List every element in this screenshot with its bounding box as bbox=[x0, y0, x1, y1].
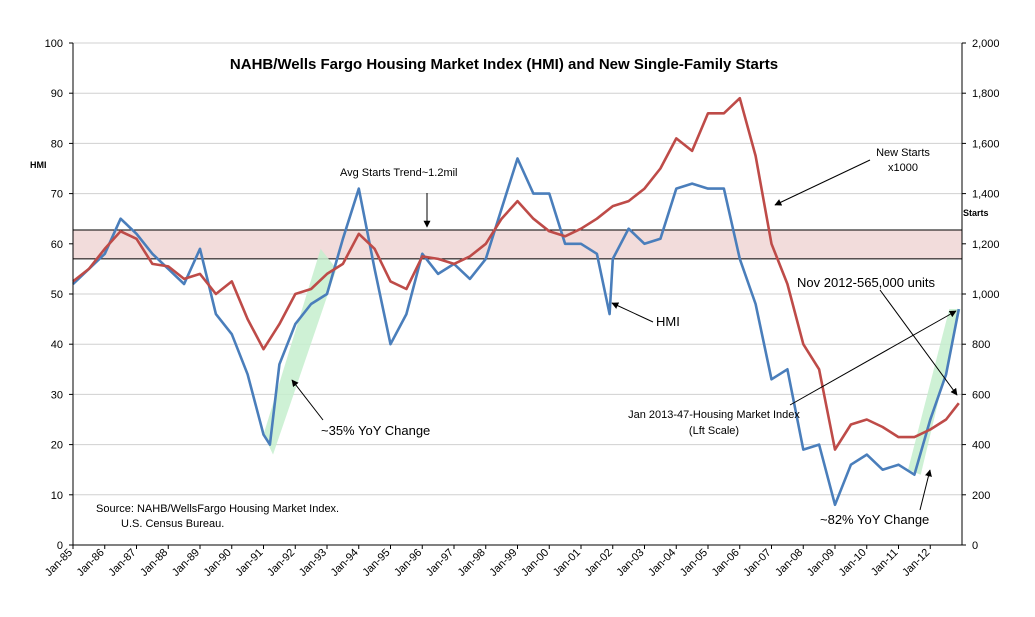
right-tick-label-2: 400 bbox=[972, 440, 990, 452]
x-tick-label-12: Jan-97 bbox=[424, 547, 456, 579]
x-tick-label-9: Jan-94 bbox=[329, 547, 361, 579]
new-starts-arrow bbox=[774, 159, 871, 206]
x-tick-label-23: Jan-08 bbox=[773, 547, 805, 579]
left-tick-label-8: 80 bbox=[51, 138, 63, 150]
annotations bbox=[291, 159, 958, 511]
right-tick-label-3: 600 bbox=[972, 389, 990, 401]
right-tick-label-5: 1,000 bbox=[972, 289, 1000, 301]
right-tick-label-1: 200 bbox=[972, 490, 990, 502]
x-tick-label-15: Jan-00 bbox=[519, 547, 551, 579]
x-tick-label-26: Jan-11 bbox=[869, 547, 901, 579]
x-tick-label-20: Jan-05 bbox=[678, 547, 710, 579]
jan-2013-label-line2: (Lft Scale) bbox=[689, 425, 739, 437]
chart-title: NAHB/Wells Fargo Housing Market Index (H… bbox=[230, 56, 778, 73]
right-tick-label-10: 2,000 bbox=[972, 38, 1000, 50]
nov-2012-arrow bbox=[879, 289, 958, 396]
yoy-35-arrow bbox=[291, 379, 324, 421]
left-tick-label-9: 90 bbox=[51, 88, 63, 100]
x-tick-label-6: Jan-91 bbox=[233, 547, 265, 579]
hmi-arrow bbox=[611, 302, 654, 323]
right-tick-label-6: 1,200 bbox=[972, 239, 1000, 251]
avg-starts-band bbox=[72, 229, 963, 260]
right-tick-label-7: 1,400 bbox=[972, 189, 1000, 201]
x-tick-label-27: Jan-12 bbox=[900, 547, 932, 579]
left-tick-label-6: 60 bbox=[51, 239, 63, 251]
x-tick-label-11: Jan-96 bbox=[392, 547, 424, 579]
tick-labels: 0 10 20 30 40 50 60 70 80 90 100 0 200 400 600 800 1,000… bbox=[43, 38, 1000, 579]
hmi-label: HMI bbox=[656, 314, 680, 329]
left-tick-label-3: 30 bbox=[51, 389, 63, 401]
x-tick-label-22: Jan-07 bbox=[741, 547, 773, 579]
left-tick-label-1: 10 bbox=[51, 490, 63, 502]
x-tick-label-7: Jan-92 bbox=[265, 547, 297, 579]
source-line1: Source: NAHB/WellsFargo Housing Market I… bbox=[96, 503, 339, 515]
right-axis-label: Starts bbox=[963, 208, 989, 218]
source-line2: U.S. Census Bureau. bbox=[121, 518, 224, 530]
jan-2013-arrow bbox=[789, 310, 957, 406]
x-tick-label-19: Jan-04 bbox=[646, 547, 678, 579]
series-lines bbox=[72, 96, 961, 507]
x-tick-label-24: Jan-09 bbox=[805, 547, 837, 579]
x-tick-label-1: Jan-86 bbox=[75, 547, 107, 579]
x-tick-label-17: Jan-02 bbox=[583, 547, 615, 579]
left-axis-label: HMI bbox=[30, 160, 47, 170]
x-tick-label-5: Jan-90 bbox=[202, 547, 234, 579]
left-tick-label-2: 20 bbox=[51, 440, 63, 452]
avg-trend-label: Avg Starts Trend~1.2mil bbox=[340, 167, 458, 179]
right-tick-label-4: 800 bbox=[972, 339, 990, 351]
x-tick-label-4: Jan-89 bbox=[170, 547, 202, 579]
right-tick-label-8: 1,600 bbox=[972, 138, 1000, 150]
x-tick-label-13: Jan-98 bbox=[456, 547, 488, 579]
right-tick-label-0: 0 bbox=[972, 540, 978, 552]
left-tick-label-7: 70 bbox=[51, 189, 63, 201]
yoy-82-label: ~82% YoY Change bbox=[820, 512, 929, 527]
left-tick-label-4: 40 bbox=[51, 339, 63, 351]
x-tick-label-25: Jan-10 bbox=[837, 547, 869, 579]
right-tick-label-9: 1,800 bbox=[972, 88, 1000, 100]
x-tick-label-14: Jan-99 bbox=[487, 547, 519, 579]
x-tick-label-8: Jan-93 bbox=[297, 547, 329, 579]
yoy-35-label: ~35% YoY Change bbox=[321, 423, 430, 438]
new-starts-label-line2: x1000 bbox=[888, 162, 918, 174]
x-tick-label-16: Jan-01 bbox=[551, 547, 583, 579]
x-tick-label-21: Jan-06 bbox=[710, 547, 742, 579]
left-tick-label-10: 100 bbox=[45, 38, 63, 50]
new-starts-series-line bbox=[72, 96, 960, 451]
hmi-series-line bbox=[72, 157, 961, 507]
x-tick-label-18: Jan-03 bbox=[614, 547, 646, 579]
left-tick-label-0: 0 bbox=[57, 540, 63, 552]
gridlines bbox=[73, 42, 962, 546]
new-starts-label-line1: New Starts bbox=[876, 147, 930, 159]
nov-2012-label: Nov 2012-565,000 units bbox=[797, 275, 936, 290]
jan-2013-label-line1: Jan 2013-47-Housing Market Index bbox=[628, 409, 800, 421]
left-tick-label-5: 50 bbox=[51, 289, 63, 301]
x-tick-label-2: Jan-87 bbox=[106, 547, 138, 579]
x-tick-label-3: Jan-88 bbox=[138, 547, 170, 579]
yoy-82-arrow bbox=[919, 469, 932, 511]
x-tick-label-10: Jan-95 bbox=[360, 547, 392, 579]
